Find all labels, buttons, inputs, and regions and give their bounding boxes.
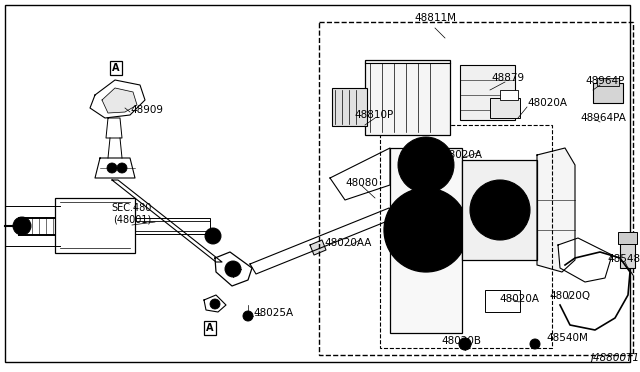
Circle shape [205,228,221,244]
Text: 48540M: 48540M [546,333,588,343]
Text: 48964P: 48964P [586,76,625,86]
Text: 48810P: 48810P [355,110,394,120]
Bar [55,198,135,253]
Bar [500,90,518,100]
Text: 48879: 48879 [492,73,525,83]
Polygon shape [537,148,575,272]
Text: 48020A: 48020A [527,98,567,108]
Circle shape [470,180,530,240]
Polygon shape [558,238,612,282]
Polygon shape [112,180,222,262]
Text: A: A [206,323,214,333]
Text: SEC.480: SEC.480 [112,203,152,213]
Polygon shape [250,208,395,274]
Bar [18,218,210,234]
Circle shape [398,202,454,258]
Bar [390,148,462,333]
Circle shape [243,311,253,321]
Text: 48020A: 48020A [442,150,482,160]
Bar [319,22,633,355]
Text: J48800T1: J48800T1 [591,353,639,363]
Bar [620,240,635,268]
Text: A: A [112,63,120,73]
Circle shape [482,192,518,228]
Bar [490,98,520,118]
Bar [332,88,367,126]
Bar [462,160,537,260]
Bar [460,65,515,120]
Circle shape [530,339,540,349]
Polygon shape [310,240,326,255]
Circle shape [459,338,471,350]
Text: 48548M: 48548M [607,254,640,264]
Polygon shape [330,148,390,200]
Text: 48909: 48909 [130,105,163,115]
Bar [365,60,450,135]
Bar [618,232,637,244]
Polygon shape [215,252,252,286]
Text: 48020AA: 48020AA [324,238,372,248]
Polygon shape [95,158,135,178]
Circle shape [225,261,241,277]
Text: 48020B: 48020B [441,336,481,346]
Text: 48964PA: 48964PA [580,113,626,123]
Bar [597,78,619,86]
Circle shape [13,217,31,235]
Circle shape [107,163,117,173]
Circle shape [398,137,454,193]
Bar [380,125,552,348]
Bar [593,83,623,103]
Bar [485,290,520,312]
Circle shape [384,188,468,272]
Text: (48001): (48001) [113,214,151,224]
Polygon shape [106,118,122,138]
Text: 48020A: 48020A [499,294,539,304]
Polygon shape [204,295,226,312]
Circle shape [210,299,220,309]
Text: 48080: 48080 [346,178,378,188]
Text: 48020Q: 48020Q [549,291,591,301]
Polygon shape [90,80,145,118]
Polygon shape [102,88,137,113]
Text: 48811M: 48811M [414,13,456,23]
Circle shape [414,218,438,242]
Text: 48025A: 48025A [254,308,294,318]
Circle shape [117,163,127,173]
Circle shape [410,149,442,181]
